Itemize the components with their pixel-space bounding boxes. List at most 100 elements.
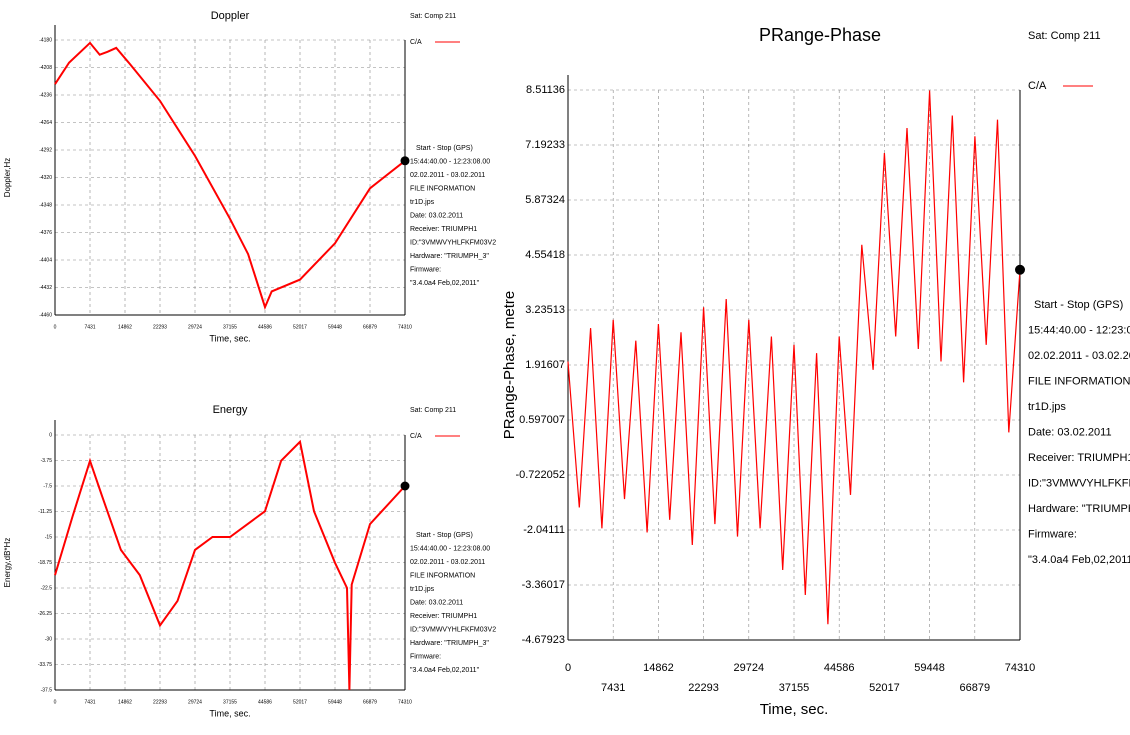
chart-title: PRange-Phase [759,25,881,45]
info-line: 15:44:40.00 - 12:23:08.00 [410,545,490,552]
info-line: Date: 03.02.2011 [410,212,463,219]
y-tick-label: -0.722052 [515,469,565,481]
info-line: Date: 03.02.2011 [410,599,463,606]
x-tick-label: 37155 [223,324,237,330]
y-tick-label: -4.67923 [522,634,565,646]
x-axis-label: Time, sec. [760,701,829,718]
x-axis-label: Time, sec. [209,708,250,718]
info-line: 15:44:40.00 - 12:23:08.00 [1028,324,1130,336]
x-tick-label: 44586 [258,324,272,330]
x-axis-label: Time, sec. [209,333,250,343]
info-line: 02.02.2011 - 03.02.2011 [410,172,485,179]
y-axis-label: Doppler,Hz [3,158,12,198]
x-tick-label: 29724 [734,662,765,674]
x-tick-label: 22293 [688,682,719,694]
x-tick-label: 7431 [84,699,95,705]
data-line [54,439,406,691]
data-line [54,41,406,310]
y-tick-label: 3.23513 [525,304,565,316]
info-line: 02.02.2011 - 03.02.2011 [410,559,485,566]
info-line: Hardware: "TRIUMPH_3" [410,253,489,260]
x-tick-label: 7431 [84,324,95,330]
info-line: FILE INFORMATION [410,572,475,579]
legend-label: C/A [410,433,422,440]
y-tick-label: -4320 [39,175,52,181]
info-line: FILE INFORMATION [410,185,475,192]
info-line: Receiver: TRIUMPH1 [410,226,477,233]
sat-label: Sat: Comp 211 [1028,30,1101,42]
info-line: Start - Stop (GPS) [416,532,473,539]
x-tick-label: 74310 [398,699,412,705]
y-tick-label: 7.19233 [525,139,565,151]
y-tick-label: 0.597007 [519,414,565,426]
x-tick-label: 59448 [328,699,342,705]
y-tick-label: -3.36017 [522,579,565,591]
y-tick-label: -4376 [39,230,52,236]
x-tick-label: 52017 [293,324,307,330]
y-tick-label: -4264 [39,120,52,126]
chart-title: Doppler [211,10,250,22]
info-line: tr1D.jps [410,586,435,593]
x-tick-label: 14862 [118,324,132,330]
info-line: "3.4.0a4 Feb,02,2011" [410,280,480,287]
y-tick-label: -30 [45,636,52,642]
info-line: Date: 03.02.2011 [1028,426,1112,438]
x-tick-label: 44586 [824,662,855,674]
info-line: 02.02.2011 - 03.02.2011 [1028,350,1130,362]
info-line: Receiver: TRIUMPH1 [1028,452,1130,464]
y-axis-label: PRange-Phase, metre [501,291,518,439]
x-tick-label: 59448 [328,324,342,330]
x-tick-label: 29724 [188,699,202,705]
sat-label: Sat: Comp 211 [410,407,456,414]
info-line: Firmware: [410,653,441,660]
y-tick-label: -4208 [39,65,52,71]
y-tick-label: -4348 [39,202,52,208]
info-line: Firmware: [1028,528,1077,540]
x-tick-label: 52017 [869,682,900,694]
x-tick-label: 44586 [258,699,272,705]
y-tick-label: -4404 [39,257,52,263]
x-tick-label: 66879 [960,682,991,694]
end-marker [400,156,410,166]
y-tick-label: -15 [45,534,52,540]
x-tick-label: 59448 [914,662,945,674]
x-tick-label: 37155 [223,699,237,705]
end-marker [1015,264,1025,275]
x-tick-label: 74310 [1005,662,1036,674]
info-line: Start - Stop (GPS) [416,145,473,152]
info-line: Receiver: TRIUMPH1 [410,613,477,620]
y-tick-label: -22.5 [41,585,53,591]
info-line: Firmware: [410,266,441,273]
y-tick-label: -37.5 [41,687,53,693]
y-tick-label: 5.87324 [525,194,565,206]
info-line: Hardware: "TRIUMPH_3" [1028,503,1130,515]
x-tick-label: 66879 [363,324,377,330]
x-tick-label: 0 [54,699,57,705]
y-tick-label: -4460 [39,312,52,318]
info-line: Start - Stop (GPS) [1034,299,1123,311]
info-line: ID:"3VMWVYHLFKFM03V2 [410,626,496,633]
y-tick-label: -4432 [39,285,52,291]
y-tick-label: -33.75 [38,662,52,668]
x-tick-label: 52017 [293,699,307,705]
y-tick-label: -4292 [39,147,52,153]
x-tick-label: 7431 [601,682,625,694]
y-tick-label: 4.55418 [525,249,565,261]
info-line: "3.4.0a4 Feb,02,2011" [410,667,480,674]
info-line: tr1D.jps [1028,401,1066,413]
y-tick-label: -11.25 [38,509,52,515]
x-tick-label: 14862 [118,699,132,705]
y-tick-label: -4236 [39,92,52,98]
data-line [567,90,1021,625]
legend-label: C/A [1028,80,1047,92]
chart-title: Energy [213,404,248,416]
y-tick-label: 8.51136 [526,84,565,96]
x-tick-label: 14862 [643,662,674,674]
end-marker [400,481,410,491]
x-tick-label: 0 [54,324,57,330]
x-tick-label: 29724 [188,324,202,330]
info-line: tr1D.jps [410,199,435,206]
legend-label: C/A [410,39,422,46]
